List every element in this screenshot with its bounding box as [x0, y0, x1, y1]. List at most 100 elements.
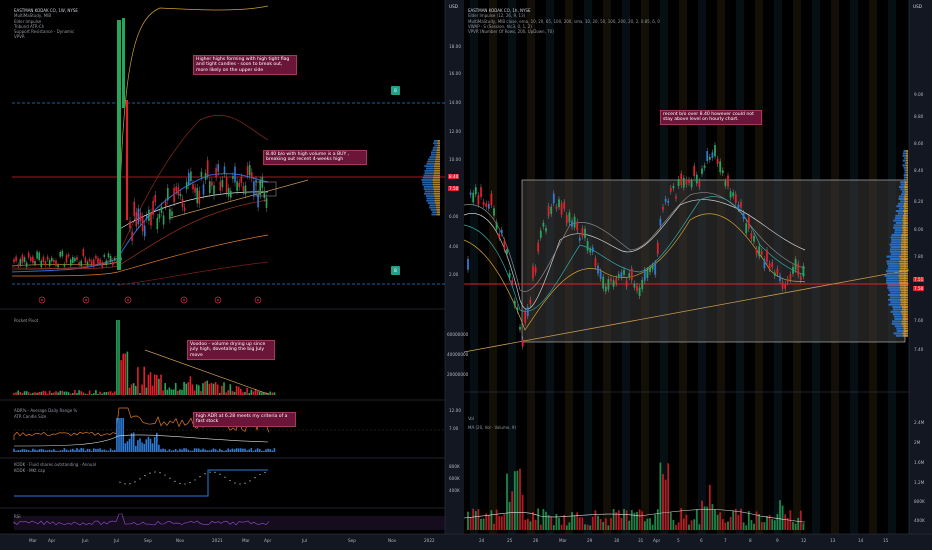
atr-bar	[231, 448, 234, 452]
volume-bar	[46, 393, 49, 395]
candle	[573, 216, 576, 228]
candle	[141, 216, 144, 232]
earnings-marker[interactable]	[254, 296, 262, 304]
volume-bar	[183, 381, 185, 395]
volume-bar	[63, 391, 66, 395]
atr-bar	[15, 450, 17, 452]
candle	[55, 260, 57, 266]
candle	[253, 181, 255, 197]
atr-bar	[53, 449, 55, 452]
volume-bar	[547, 515, 550, 530]
candle	[209, 181, 211, 194]
volume-bar	[122, 353, 124, 395]
volume-bar	[214, 382, 217, 395]
candle	[173, 187, 175, 203]
candle	[610, 278, 612, 282]
volume-bar	[34, 392, 36, 395]
volume-bar	[641, 511, 644, 530]
earnings-marker[interactable]	[214, 296, 222, 304]
price-label: 8.60	[914, 141, 924, 146]
candle	[542, 222, 545, 227]
candle	[537, 242, 540, 252]
candle	[571, 220, 573, 227]
volume-bar	[716, 514, 719, 530]
price-highlight: 7.50	[448, 186, 460, 191]
candle	[34, 260, 36, 265]
earnings-marker[interactable]	[124, 296, 132, 304]
vol-label: 2.4M	[914, 420, 925, 425]
x-tick-label: 5	[677, 538, 680, 543]
volume-bar	[750, 520, 753, 530]
volume-bar	[82, 392, 85, 395]
candle	[19, 258, 22, 266]
volume-bar	[779, 500, 781, 530]
volume-bar	[615, 512, 618, 530]
candle	[586, 241, 589, 251]
volume-bar	[659, 462, 662, 530]
volume-bar	[633, 512, 636, 530]
volume-bar	[472, 508, 475, 530]
volume-bar	[32, 392, 34, 395]
volume-bar	[760, 522, 763, 530]
candle	[745, 223, 748, 234]
x-tick-label: Sep	[144, 538, 152, 543]
earnings-marker[interactable]	[82, 296, 90, 304]
x-tick-label: Mar	[29, 538, 37, 543]
candle	[105, 260, 108, 266]
candle	[472, 192, 475, 203]
volume-bar	[21, 393, 24, 395]
candle	[225, 177, 228, 193]
volume-bar	[560, 524, 563, 530]
atr-bar	[181, 449, 183, 452]
candle	[232, 176, 234, 179]
candle	[781, 281, 784, 289]
volume-bar	[568, 522, 571, 530]
candle	[763, 259, 766, 269]
candle	[158, 214, 161, 219]
candle	[558, 199, 560, 208]
atr-bar	[145, 439, 148, 452]
candle	[95, 255, 97, 259]
candle	[150, 212, 152, 226]
candle	[792, 266, 794, 274]
candle	[498, 233, 501, 239]
candle	[677, 179, 680, 187]
price-label: 4.00	[449, 244, 459, 249]
hourly-volume	[467, 462, 805, 530]
annotation-voodoo: Voodoo - volume drying up since july hig…	[187, 340, 275, 361]
candle	[654, 263, 657, 275]
volume-bar	[72, 393, 74, 395]
candle	[669, 187, 672, 192]
atr-bar	[195, 448, 198, 452]
atr-bar	[271, 450, 274, 452]
atr-bar	[193, 448, 196, 452]
earnings-marker[interactable]	[180, 296, 188, 304]
candle	[192, 184, 194, 190]
candle	[36, 251, 38, 259]
volume-bar	[701, 500, 703, 530]
volume-bar	[519, 468, 521, 530]
volume-bar	[67, 392, 70, 395]
atr-bar	[208, 450, 211, 452]
atr-bar	[67, 450, 70, 452]
volume-bar	[15, 392, 17, 395]
earnings-marker[interactable]	[38, 296, 46, 304]
volume-bar	[636, 511, 638, 530]
volume-bar	[269, 391, 271, 395]
volume-bar	[469, 517, 472, 530]
price-label: 16.00	[449, 71, 461, 76]
candle	[23, 257, 26, 262]
volume-bar	[206, 380, 208, 395]
volume-bar	[151, 385, 154, 395]
volume-bar	[48, 390, 51, 395]
volume-bar	[729, 516, 732, 530]
candle	[638, 287, 641, 297]
candle	[139, 212, 142, 222]
buy-tag[interactable]: B	[391, 266, 400, 275]
candle	[244, 185, 247, 195]
candle	[162, 215, 165, 225]
x-tick-label: 2022	[424, 538, 435, 543]
buy-tag[interactable]: B	[391, 86, 400, 95]
price-label: 8.80	[914, 114, 924, 119]
